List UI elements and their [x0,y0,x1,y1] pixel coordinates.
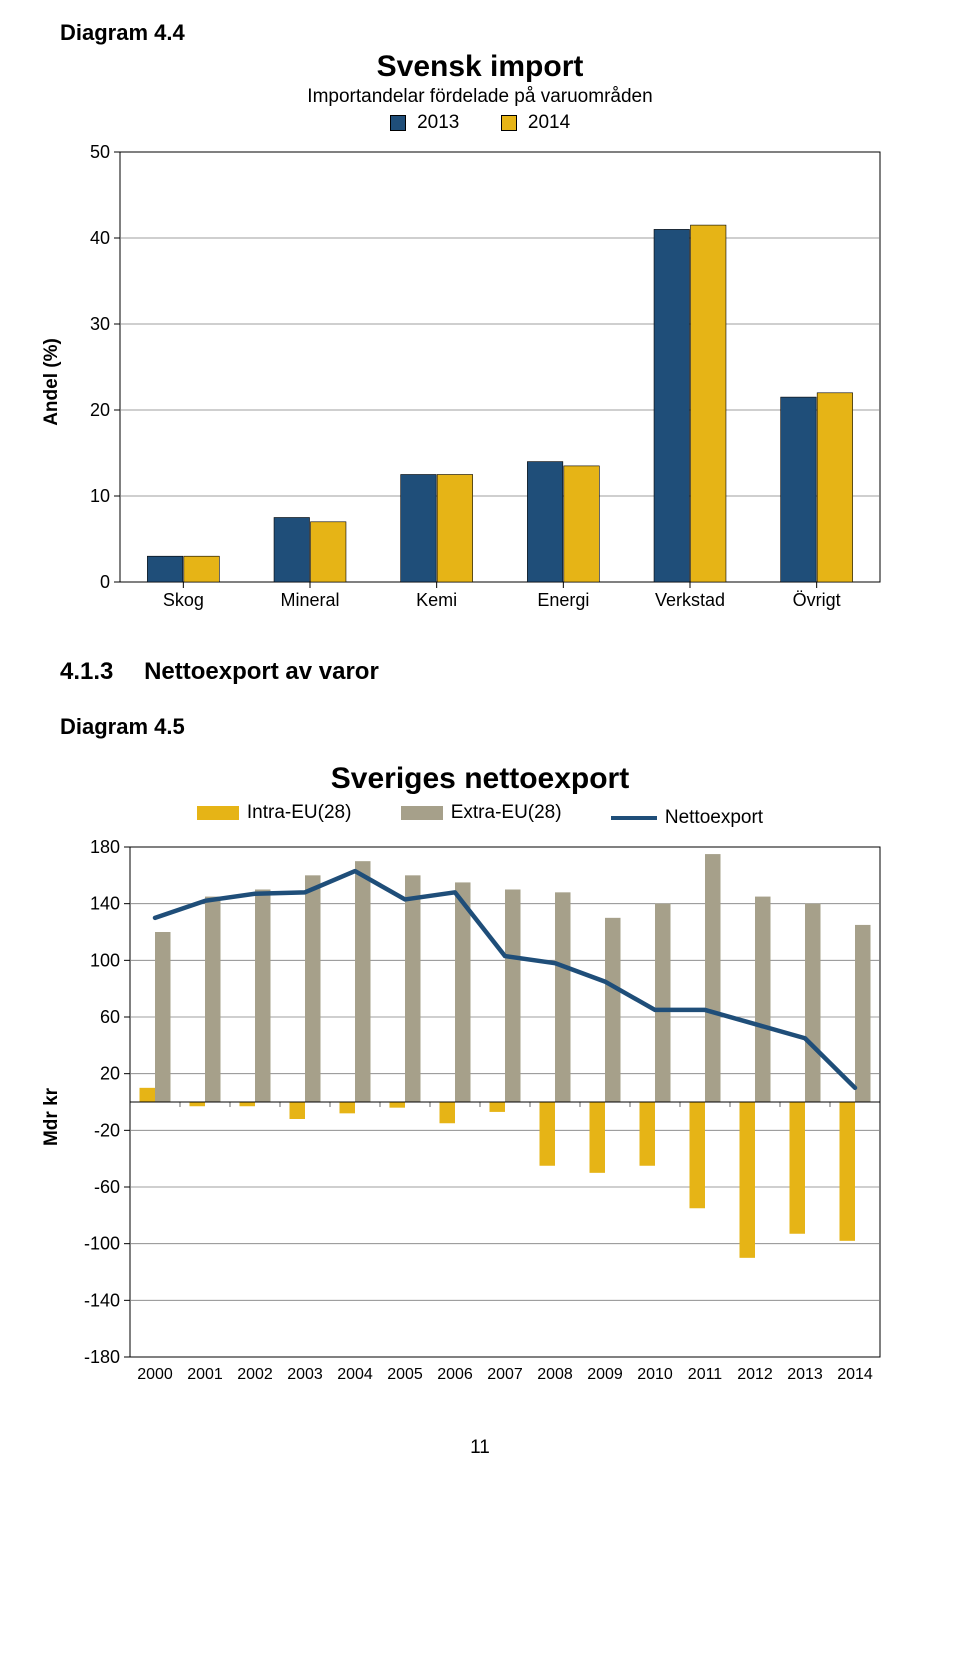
svg-text:-140: -140 [84,1290,120,1310]
svg-text:2011: 2011 [688,1366,723,1383]
svg-text:2013: 2013 [787,1366,823,1383]
diagram-4-5-label: Diagram 4.5 [60,714,900,740]
svg-text:2005: 2005 [387,1366,423,1383]
svg-text:180: 180 [90,837,120,857]
legend-2013-label: 2013 [417,112,459,133]
legend-netto: Nettoexport [611,807,763,829]
svg-text:Kemi: Kemi [416,590,457,610]
svg-text:Mineral: Mineral [280,590,339,610]
svg-text:-60: -60 [94,1177,120,1197]
svg-text:Skog: Skog [163,590,204,610]
svg-text:30: 30 [90,314,110,334]
legend-2013: 2013 [390,112,465,133]
svg-text:0: 0 [100,572,110,592]
chart1-svg: 0 10 20 30 40 50 Skog Mineral Kemi Energi Verkstad… [60,142,900,622]
svg-text:2008: 2008 [537,1366,573,1383]
chart1-ylabel: Andel (%) [41,338,63,426]
chart2-title: Sveriges nettoexport [60,762,900,796]
svg-text:2006: 2006 [437,1366,473,1383]
svg-text:2003: 2003 [287,1366,323,1383]
svg-text:60: 60 [100,1007,120,1027]
legend-extra-label: Extra-EU(28) [451,802,562,824]
svg-text:2009: 2009 [587,1366,623,1383]
chart1-legend: 2013 2014 [60,112,900,134]
legend-extra-swatch [401,806,443,820]
legend-extra: Extra-EU(28) [401,802,562,824]
section-4-1-3-title: Nettoexport av varor [144,658,379,686]
legend-2014: 2014 [501,112,571,133]
legend-netto-line [611,816,657,820]
legend-2013-swatch [390,115,406,131]
legend-intra-swatch [197,806,239,820]
legend-netto-label: Nettoexport [665,807,763,829]
svg-text:20: 20 [90,400,110,420]
legend-2014-label: 2014 [528,112,570,133]
chart1-title: Svensk import [60,50,900,84]
svg-text:-180: -180 [84,1347,120,1367]
chart2-frame: Mdr kr -180-140-100-60-20206010014018020… [60,837,900,1397]
svg-text:Verkstad: Verkstad [655,590,725,610]
chart1-subtitle: Importandelar fördelade på varuområden [60,86,900,108]
page-number: 11 [60,1437,900,1459]
svg-text:20: 20 [100,1064,120,1084]
svg-text:2010: 2010 [637,1366,673,1383]
svg-text:140: 140 [90,894,120,914]
svg-text:50: 50 [90,142,110,162]
chart1-frame: Andel (%) 01020304050SkogMineralKemiEner… [60,142,900,622]
svg-text:-100: -100 [84,1234,120,1254]
svg-text:2007: 2007 [487,1366,523,1383]
legend-intra: Intra-EU(28) [197,802,352,824]
svg-text:10: 10 [90,486,110,506]
chart2-ylabel: Mdr kr [41,1088,63,1146]
section-4-1-3-number: 4.1.3 [60,658,113,685]
page: Diagram 4.4 Svensk import Importandelar … [0,0,960,1479]
legend-intra-label: Intra-EU(28) [247,802,352,824]
svg-text:Energi: Energi [537,590,589,610]
svg-text:2012: 2012 [737,1366,773,1383]
diagram-4-4-label: Diagram 4.4 [60,20,900,46]
svg-text:Övrigt: Övrigt [793,590,841,610]
svg-text:2001: 2001 [187,1366,223,1383]
chart2-legend: Intra-EU(28) Extra-EU(28) Nettoexport [60,802,900,829]
svg-text:-20: -20 [94,1120,120,1140]
svg-text:40: 40 [90,228,110,248]
legend-2014-swatch [501,115,517,131]
section-4-1-3: 4.1.3 Nettoexport av varor [60,658,900,686]
chart2-svg: -180 -140 -100 -60 -20 20 60 100 140 180 2000 2001 2… [60,837,900,1397]
svg-text:2002: 2002 [237,1366,273,1383]
svg-text:2004: 2004 [337,1366,373,1383]
svg-text:100: 100 [90,950,120,970]
svg-text:2014: 2014 [837,1366,873,1383]
svg-text:2000: 2000 [137,1366,173,1383]
